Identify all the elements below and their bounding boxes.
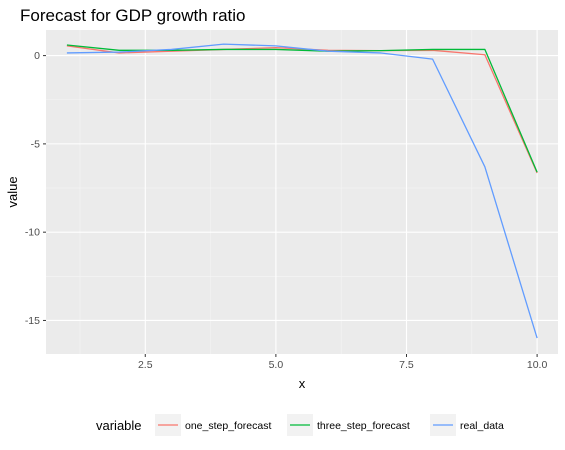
y-axis-title: value [5, 176, 20, 207]
minor-gridlines [46, 30, 558, 354]
legend-title: variable [96, 418, 142, 433]
y-tick-label: -5 [31, 138, 40, 150]
x-axis-title: x [299, 376, 306, 391]
y-tick-label: 0 [34, 50, 40, 62]
y-tick-label: -15 [25, 315, 40, 327]
x-tick-label: 7.5 [399, 359, 414, 371]
chart-title: Forecast for GDP growth ratio [20, 6, 246, 25]
x-tick-label: 5.0 [269, 359, 284, 371]
series-line-real-data [66, 43, 538, 339]
y-tick-label: -10 [25, 227, 40, 239]
x-tick-label: 2.5 [138, 359, 153, 371]
legend-label-real-data: real_data [460, 420, 504, 432]
y-axis-ticks: 0 -5 -10 -15 [25, 50, 46, 327]
plot-panel [46, 30, 558, 354]
x-axis-ticks: 2.5 5.0 7.5 10.0 [138, 354, 548, 371]
x-tick-label: 10.0 [527, 359, 548, 371]
series-lines [66, 43, 538, 339]
legend-label-one-step-forecast: one_step_forecast [185, 420, 271, 432]
legend: variable one_step_forecast three_step_for… [96, 414, 504, 436]
major-gridlines [46, 30, 558, 354]
legend-label-three-step-forecast: three_step_forecast [317, 420, 410, 432]
